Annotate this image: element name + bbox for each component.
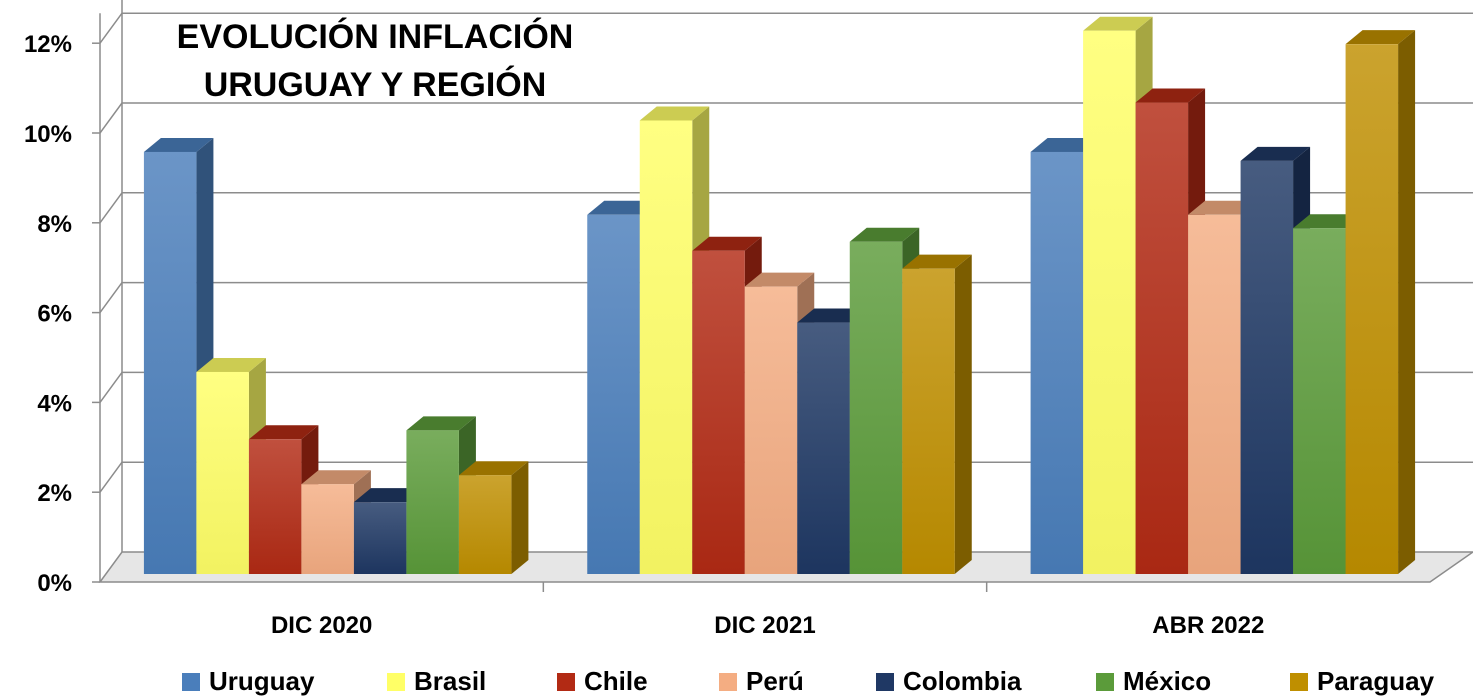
legend-swatch	[876, 672, 894, 691]
legend-swatch	[1096, 672, 1114, 691]
bar-uruguay-1	[587, 214, 640, 575]
bar-chile-0	[248, 439, 302, 574]
bar-perú-2	[1188, 214, 1241, 575]
bar-uruguay-0	[143, 151, 197, 574]
bar-top-face	[301, 470, 371, 485]
y-tick-label: 4%	[37, 390, 72, 417]
bar-brasil-0	[196, 371, 249, 574]
bar-colombia-1	[797, 322, 850, 574]
chart-legend: Uruguay Brasil Chile Perú Colombia México Para…	[0, 666, 1473, 700]
bar-top-face	[353, 488, 424, 503]
legend-item-perú: Perú	[719, 666, 804, 697]
gridline-diagonal	[99, 461, 123, 493]
legend-swatch	[387, 672, 405, 691]
legend-item-chile: Chile	[557, 666, 648, 697]
bar-méxico-2	[1293, 228, 1346, 574]
bar-colombia-2	[1240, 160, 1294, 575]
bar-chile-2	[1135, 102, 1189, 575]
y-tick-label: 8%	[37, 211, 72, 238]
chart-title-line-1: EVOLUCIÓN INFLACIÓN	[177, 18, 574, 56]
chart-title-line-2: URUGUAY Y REGIÓN	[204, 66, 547, 104]
y-tick-label: 6%	[37, 301, 72, 328]
bar-paraguay-2	[1345, 44, 1399, 575]
bar-top-face	[1345, 30, 1416, 45]
legend-swatch	[557, 672, 575, 691]
legend-swatch	[182, 672, 200, 691]
legend-label: Uruguay	[209, 666, 315, 696]
legend-label: Chile	[584, 666, 648, 696]
bar-side-face	[954, 254, 972, 574]
bar-top-face	[1240, 146, 1311, 161]
bar-top-face	[587, 200, 657, 215]
gridline-diagonal	[99, 12, 123, 44]
legend-label: Perú	[746, 666, 804, 696]
bar-top-face	[143, 137, 214, 152]
bar-top-face	[639, 106, 710, 121]
bar-side-face	[1398, 30, 1416, 575]
bar-uruguay-2	[1030, 151, 1084, 574]
bar-top-face	[1188, 200, 1258, 215]
bar-brasil-1	[639, 120, 693, 574]
bar-top-face	[1030, 137, 1101, 152]
gridline-diagonal	[99, 282, 123, 314]
bar-top-face	[849, 227, 920, 242]
bar-paraguay-1	[902, 268, 955, 574]
bar-paraguay-0	[458, 475, 512, 574]
legend-label: México	[1123, 666, 1212, 696]
legend-item-brasil: Brasil	[387, 666, 486, 697]
bar-top-face	[1293, 214, 1363, 229]
bar-top-face	[1083, 16, 1153, 31]
gridline-diagonal	[99, 102, 123, 134]
legend-label: Paraguay	[1317, 666, 1435, 696]
y-tick-label: 10%	[24, 121, 72, 148]
legend-swatch	[1290, 672, 1308, 691]
category-label: DIC 2020	[271, 612, 372, 639]
bar-perú-1	[744, 286, 798, 574]
bar-brasil-2	[1083, 30, 1136, 574]
y-tick-labels: 0% 2% 4% 6% 8% 10% 12%	[24, 31, 72, 597]
bar-méxico-1	[849, 241, 903, 575]
y-tick-label: 0%	[37, 570, 72, 597]
bar-top-face	[797, 308, 867, 323]
legend-item-paraguay: Paraguay	[1290, 666, 1434, 697]
bar-méxico-0	[406, 430, 459, 574]
legend-swatch	[719, 672, 737, 691]
bar-top-face	[248, 425, 319, 440]
legend-item-uruguay: Uruguay	[182, 666, 314, 697]
legend-label: Brasil	[414, 666, 487, 696]
category-label: DIC 2021	[714, 612, 815, 639]
category-labels: DIC 2020 DIC 2021 ABR 2022	[271, 612, 1264, 639]
gridline-diagonal	[99, 192, 123, 224]
bar-top-face	[458, 461, 529, 476]
inflation-bar-chart: 0% 2% 4% 6% 8% 10% 12% DIC 2020 DIC 2021 ABR 202…	[24, 0, 1473, 639]
category-label: ABR 2022	[1152, 612, 1264, 639]
y-tick-label: 12%	[24, 31, 72, 58]
legend-item-colombia: Colombia	[876, 666, 1021, 697]
bars	[143, 16, 1416, 575]
bar-top-face	[406, 416, 476, 431]
bar-top-face	[196, 357, 266, 372]
bar-top-face	[692, 236, 762, 251]
bar-perú-0	[301, 484, 354, 574]
bar-colombia-0	[353, 502, 407, 574]
gridline-diagonal	[99, 371, 123, 403]
y-tick-label: 2%	[37, 480, 72, 507]
bar-chile-1	[692, 250, 745, 574]
legend-label: Colombia	[903, 666, 1022, 696]
bar-side-face	[511, 461, 529, 574]
bar-top-face	[902, 254, 972, 269]
bar-top-face	[1135, 88, 1206, 103]
bar-top-face	[744, 272, 815, 287]
legend-item-méxico: México	[1096, 666, 1211, 697]
